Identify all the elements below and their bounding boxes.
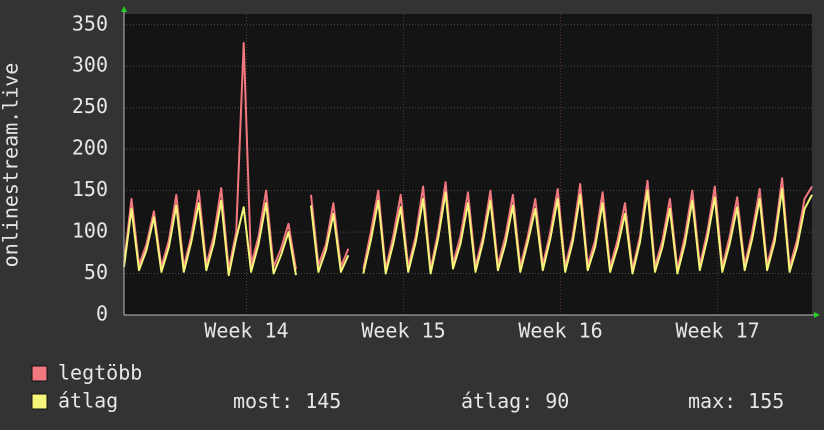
legend-label: átlag <box>58 389 118 413</box>
x-tick-label: Week 14 <box>204 319 288 343</box>
series-line <box>123 188 813 277</box>
y-tick-label: 0 <box>96 302 108 326</box>
legend-stat: max: 155 <box>688 389 784 413</box>
y-tick-label: 100 <box>72 219 108 243</box>
x-arrow <box>814 312 820 318</box>
legend-stat: átlag: 90 <box>461 389 569 413</box>
legend-swatch <box>31 365 48 382</box>
y-tick-label: 150 <box>72 177 108 201</box>
x-tick-label: Week 16 <box>518 319 602 343</box>
y-arrow <box>121 6 127 12</box>
stat-label: átlag: <box>461 389 533 413</box>
y-tick-label: 200 <box>72 136 108 160</box>
x-tick-label: Week 15 <box>361 319 445 343</box>
legend-swatch <box>31 393 48 410</box>
stat-value: 145 <box>305 389 341 413</box>
stat-label: most: <box>233 389 293 413</box>
y-tick-label: 350 <box>72 11 108 35</box>
y-tick-label: 300 <box>72 53 108 77</box>
y-tick-label: 50 <box>84 260 108 284</box>
legend: legtöbb átlag most: 145 átlag: 90 max: 155 <box>31 361 784 413</box>
legend-stat: most: 145 <box>233 389 341 413</box>
legend-label: legtöbb <box>58 361 142 385</box>
x-tick-label: Week 17 <box>675 319 759 343</box>
lines <box>123 42 813 277</box>
stat-value: 90 <box>545 389 569 413</box>
y-axis-label: onlinestream.live <box>0 63 23 268</box>
stat-label: max: <box>688 389 736 413</box>
stat-value: 155 <box>748 389 784 413</box>
y-tick-label: 250 <box>72 94 108 118</box>
